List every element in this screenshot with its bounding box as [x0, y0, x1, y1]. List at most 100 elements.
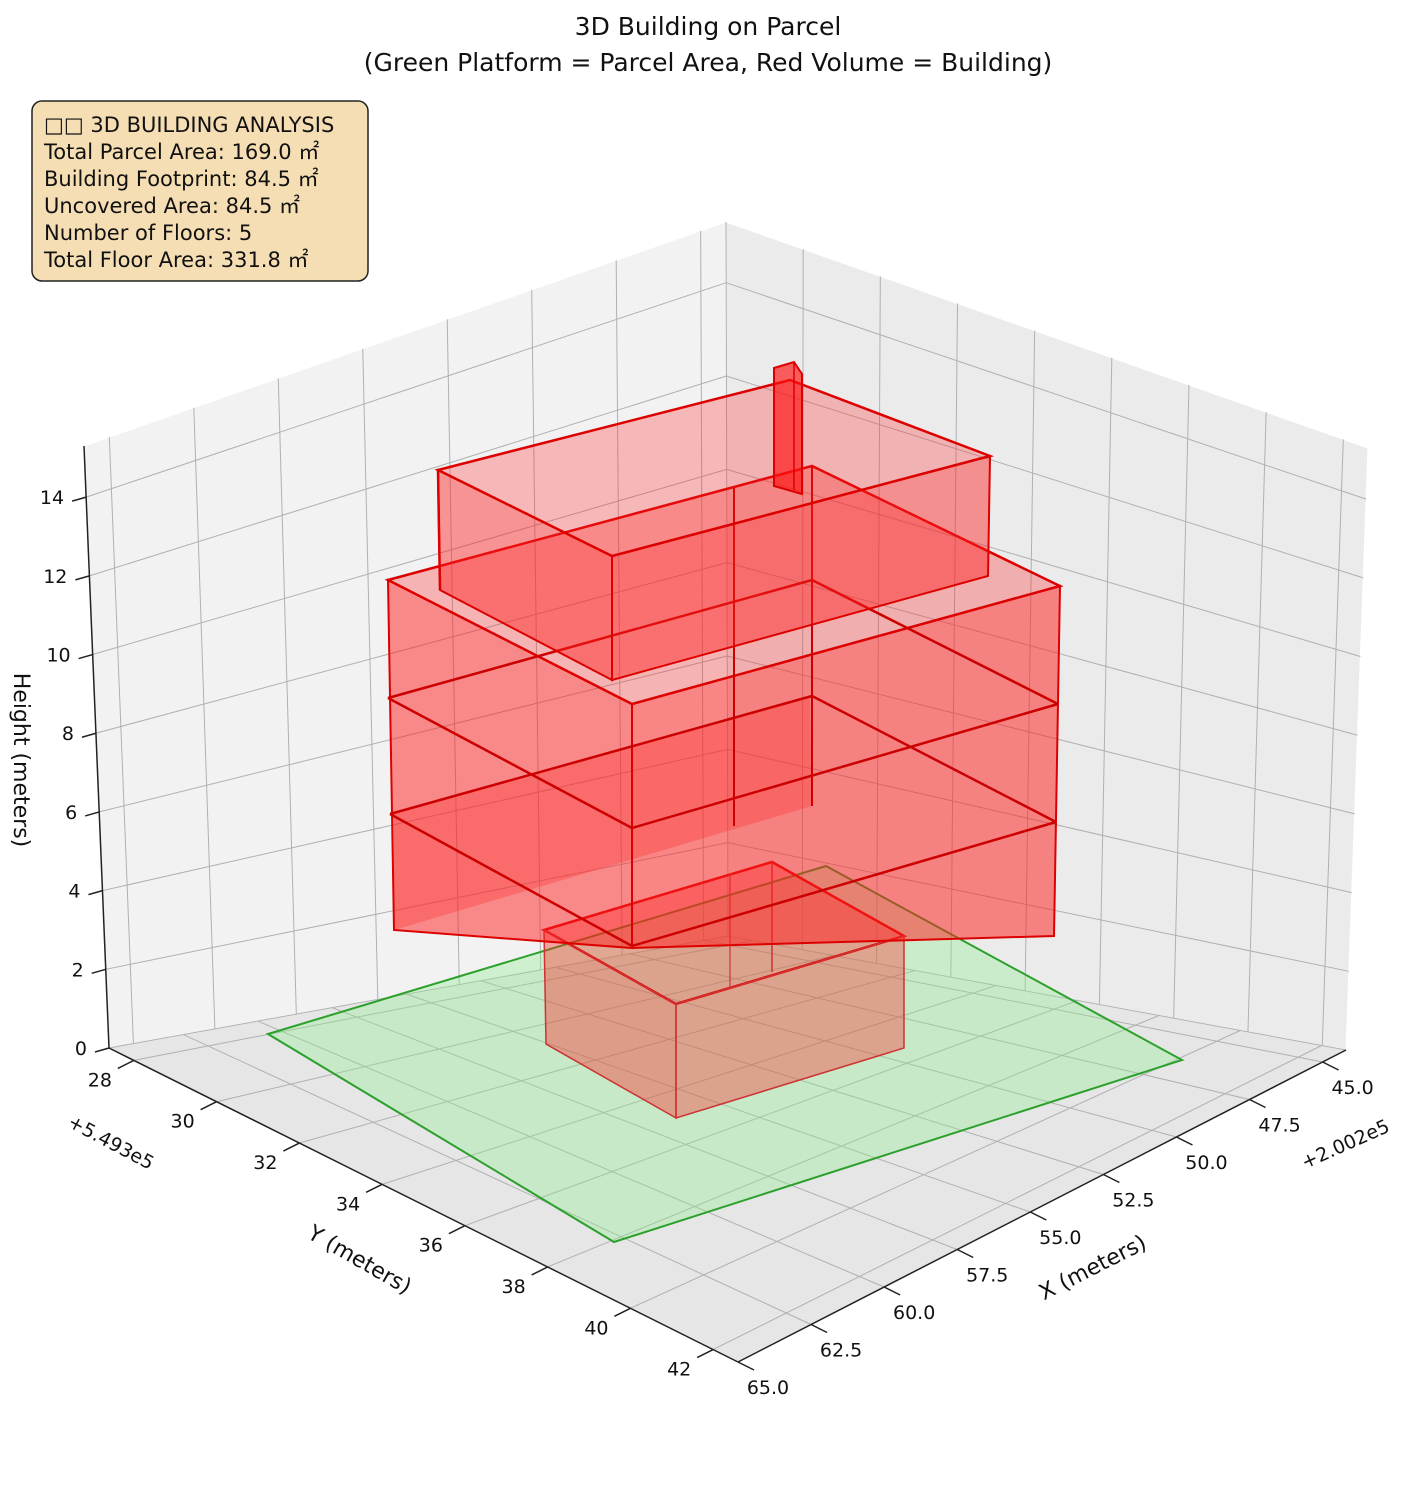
info-box-heading: □□ 3D BUILDING ANALYSIS	[44, 113, 334, 137]
z-tick-label: 14	[40, 487, 64, 509]
z-tick-mark	[88, 889, 103, 896]
x-gridline-vertical	[1247, 412, 1267, 1032]
rooftop-element	[773, 360, 803, 496]
x-tick-mark	[956, 1248, 974, 1259]
z-tick-mark	[84, 811, 100, 817]
y-gridline	[547, 1015, 1160, 1268]
y-gridline-vertical	[277, 378, 297, 1015]
z-gridline	[726, 282, 1367, 500]
y-gridline	[630, 1030, 1241, 1309]
tick-labels: 0 2 4 6 8 10 12 14 28 30 32 34 36 38 40 42 45.0 47.5 50.0 5…	[40, 487, 1374, 1399]
y-gridline	[216, 955, 834, 1103]
y-gridline-vertical	[108, 437, 134, 1044]
floor-line	[387, 578, 813, 700]
z-gridline	[726, 375, 1364, 579]
x-tick-label: 47.5	[1258, 1115, 1300, 1137]
y-tick-mark	[696, 1348, 714, 1359]
floor-line	[631, 702, 1059, 830]
y-tick-label: 28	[88, 1069, 112, 1091]
x-gridline	[406, 993, 1031, 1213]
y-gridline-vertical	[193, 407, 216, 1029]
y-tick-mark	[117, 1059, 135, 1070]
x-gridline	[480, 980, 1104, 1175]
y-tick-mark	[614, 1307, 631, 1317]
building-volume	[384, 360, 1064, 1120]
floor-line	[811, 694, 1057, 824]
z-tick-label: 8	[62, 723, 74, 745]
x-tick-mark	[1322, 1061, 1339, 1071]
x-tick-label: 57.5	[966, 1265, 1008, 1287]
y-tick-mark	[200, 1101, 217, 1111]
info-line: Total Floor Area: 331.8 ㎡	[43, 248, 309, 272]
info-line: Number of Floors: 5	[44, 221, 252, 245]
x-gridline	[629, 953, 1250, 1100]
y-tick-mark	[365, 1183, 383, 1194]
chart-title: 3D Building on Parcel	[575, 12, 842, 41]
y-gridline	[712, 1045, 1322, 1351]
z-gridline	[85, 282, 727, 498]
y-tick-mark	[283, 1142, 300, 1152]
y-tick-label: 32	[253, 1152, 277, 1174]
y-tick-label: 36	[419, 1235, 443, 1257]
z-tick-mark	[71, 496, 87, 502]
y-gridline	[381, 985, 997, 1185]
z-gridline	[727, 935, 1347, 1051]
axes	[71, 445, 1347, 1371]
floor-line	[811, 578, 1059, 706]
y-tick-label: 34	[336, 1193, 360, 1215]
y-axis-label: Y (meters)	[302, 1220, 415, 1300]
z-tick-label: 10	[46, 645, 70, 667]
inner-edge	[436, 469, 442, 591]
x-gridline	[257, 1020, 885, 1288]
x-tick-mark	[1176, 1136, 1193, 1146]
z-tick-label: 6	[65, 802, 77, 824]
y-gridline-vertical	[362, 348, 379, 1000]
y-tick-mark	[531, 1266, 548, 1276]
x-tick-mark	[737, 1361, 755, 1371]
y-gridline	[464, 1000, 1078, 1227]
z-tick-label: 4	[68, 881, 80, 903]
x-offset-label: +2.002e5	[1298, 1115, 1393, 1173]
x-tick-mark	[810, 1323, 828, 1334]
y-tick-label: 40	[584, 1317, 608, 1339]
floor-line	[631, 820, 1057, 948]
z-gridline	[89, 375, 727, 577]
y-axis-line	[108, 1047, 739, 1363]
x-gridline	[183, 1034, 812, 1325]
chart-subtitle: (Green Platform = Parcel Area, Red Volum…	[364, 48, 1053, 77]
x-tick-label: 62.5	[820, 1340, 862, 1362]
z-gridline	[92, 468, 727, 656]
info-box: □□ 3D BUILDING ANALYSIS Total Parcel Are…	[31, 100, 369, 282]
z-tick-mark	[78, 653, 93, 660]
z-tick-mark	[75, 575, 90, 581]
annex-right-face	[675, 934, 905, 1120]
floor-line	[389, 812, 633, 948]
z-tick-mark	[91, 968, 106, 975]
floor-line	[389, 694, 813, 816]
z-tick-label: 0	[75, 1038, 87, 1060]
x-tick-mark	[883, 1286, 901, 1296]
x-tick-label: 65.0	[747, 1377, 789, 1399]
z-tick-label: 2	[72, 959, 84, 981]
x-gridline	[332, 1007, 958, 1250]
z-tick-mark	[94, 1047, 110, 1053]
x-tick-mark	[1103, 1173, 1120, 1184]
x-gridline-vertical	[1098, 357, 1113, 1005]
x-tick-label: 60.0	[893, 1302, 935, 1324]
y-tick-label: 30	[170, 1111, 194, 1133]
z-axis-label: Height (meters)	[8, 673, 33, 848]
info-line: Total Parcel Area: 169.0 ㎡	[43, 140, 319, 164]
x-gridline-vertical	[1321, 439, 1344, 1046]
y-gridline	[133, 940, 753, 1061]
x-tick-mark	[1249, 1098, 1266, 1109]
x-tick-label: 45.0	[1331, 1077, 1373, 1099]
y-tick-label: 38	[502, 1276, 526, 1298]
y-offset-label: +5.493e5	[64, 1111, 157, 1175]
floor-line	[387, 696, 633, 830]
info-box-background	[31, 100, 369, 282]
z-tick-mark	[81, 732, 97, 738]
info-line: Uncovered Area: 84.5 ㎡	[44, 194, 300, 218]
y-tick-mark	[448, 1224, 466, 1235]
z-gridline	[108, 935, 729, 1049]
x-tick-label: 52.5	[1112, 1190, 1154, 1212]
